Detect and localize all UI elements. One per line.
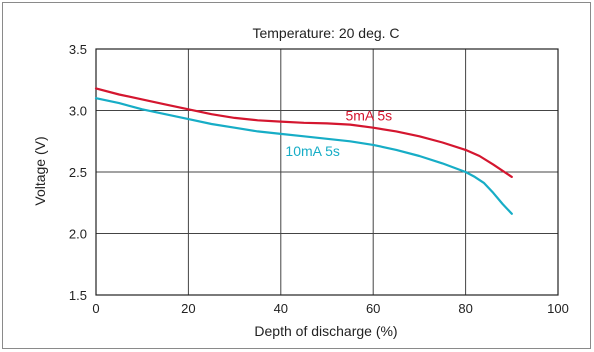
x-tick-label: 60 [366, 301, 380, 316]
y-tick-label: 3.5 [69, 42, 87, 57]
series-labels: 5mA 5s 10mA 5s [285, 107, 392, 159]
x-tick-label: 0 [92, 301, 99, 316]
series-label-5ma: 5mA 5s [345, 107, 392, 123]
x-tick-label: 20 [181, 301, 195, 316]
y-tick-label: 2.0 [69, 227, 87, 242]
x-tick-label: 100 [547, 301, 569, 316]
y-tick-label: 1.5 [69, 288, 87, 303]
series-line-5ma [94, 87, 513, 178]
series-label-10ma: 10mA 5s [285, 143, 339, 159]
chart-frame [2, 2, 591, 349]
x-axis-title: Depth of discharge (%) [254, 323, 397, 339]
tick-labels: 0 20 40 60 80 100 1.5 2.0 2.5 3.0 3.5 [69, 42, 569, 316]
series-lines [94, 87, 513, 215]
y-axis-title: Voltage (V) [32, 136, 48, 205]
series-line-10ma [94, 97, 513, 215]
plot-border [95, 48, 559, 296]
x-tick-label: 80 [458, 301, 472, 316]
x-tick-label: 40 [274, 301, 288, 316]
y-tick-label: 3.0 [69, 104, 87, 119]
chart-title: Temperature: 20 deg. C [252, 25, 399, 41]
y-tick-label: 2.5 [69, 165, 87, 180]
grid [95, 48, 559, 296]
